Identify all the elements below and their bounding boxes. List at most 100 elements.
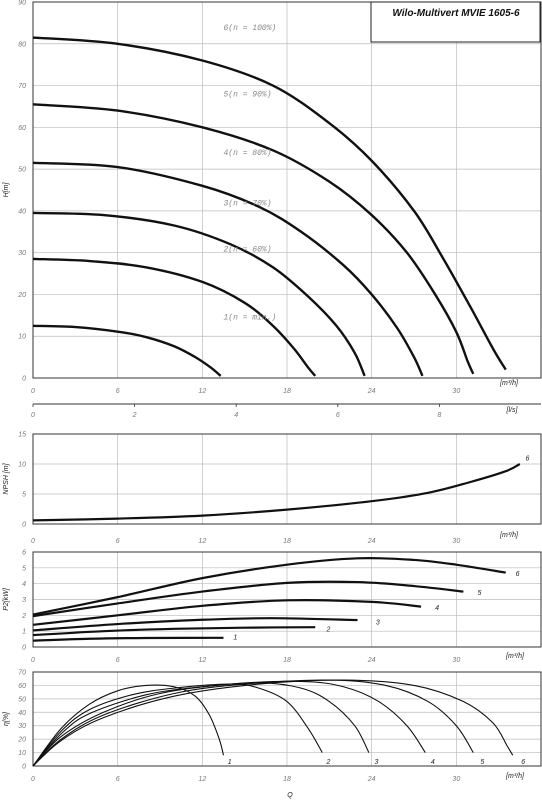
power-frame [32, 551, 542, 648]
efficiency-series-line-4 [32, 680, 426, 767]
efficiency-ytick-label: 60 [18, 683, 26, 690]
eff-xtick: 18 [283, 776, 291, 783]
npsh-unit-m3h: [m³/h] [499, 532, 519, 539]
power-series-line-6 [32, 556, 506, 616]
npsh-xtick: 30 [452, 538, 460, 545]
head-ytick-label: 10 [18, 334, 26, 341]
head-ytick-label: 50 [18, 167, 26, 174]
head-xtick-m3h: 18 [283, 388, 291, 395]
head-ylabel: H[m] [3, 182, 10, 198]
npsh-xtick: 12 [198, 538, 206, 545]
eff-curve-label-3: 3 [374, 759, 378, 766]
head-series-line-4 [32, 161, 424, 377]
head-frame [32, 1, 542, 379]
efficiency-series-line-1 [32, 684, 225, 767]
npsh-xtick: 24 [367, 538, 376, 545]
efficiency-ylabel: η[%] [3, 711, 10, 726]
head-ytick-label: 80 [18, 41, 26, 48]
head-ytick-label: 90 [18, 0, 26, 7]
flow-ls-unit: [l/s] [506, 407, 519, 414]
power-curve-label-5: 5 [478, 590, 482, 597]
eff-curve-label-4: 4 [431, 759, 435, 766]
efficiency-ytick-label: 10 [18, 750, 26, 757]
head-curve-label-1: 1(n = min.) [224, 313, 277, 322]
npsh-ytick-label: 15 [18, 432, 26, 439]
power-unit-m3h: [m³/h] [505, 653, 525, 660]
eff-xtick: 12 [198, 776, 206, 783]
head-ytick-label: 40 [18, 208, 26, 215]
power-series-line-5 [32, 580, 464, 618]
power-ytick-label: 6 [22, 550, 26, 557]
eff-curve-label-2: 2 [326, 759, 331, 766]
efficiency-frame [32, 671, 542, 767]
head-xtick-m3h: 6 [116, 388, 120, 395]
head-ytick-label: 30 [18, 250, 26, 257]
head-curve-label-3: 3(n = 70%) [224, 199, 272, 208]
chart-title: Wilo-Multivert MVIE 1605-6 [392, 8, 520, 19]
power-xtick: 0 [31, 657, 35, 664]
power-curve-label-1: 1 [233, 635, 237, 642]
npsh-ytick-label: 10 [18, 462, 26, 469]
flow-ls-tick-label: 6 [336, 412, 340, 419]
npsh-frame [32, 433, 542, 525]
eff-xtick: 6 [116, 776, 120, 783]
flow-ls-tick-label: 8 [437, 412, 441, 419]
power-series-line-2 [32, 626, 316, 637]
power-xtick: 12 [198, 657, 206, 664]
eff-curve-label-5: 5 [480, 759, 484, 766]
efficiency-ytick-label: 70 [18, 670, 26, 677]
head-series-line-2 [32, 257, 317, 377]
npsh-curve-label-6: 6 [525, 455, 529, 462]
power-ytick-label: 0 [22, 645, 26, 652]
head-series-line-1 [32, 324, 222, 377]
power-ytick-label: 5 [22, 565, 26, 572]
head-curve-label-2: 2(n = 60%) [224, 245, 272, 254]
flow-ls-tick-label: 4 [234, 412, 238, 419]
efficiency-ytick-label: 20 [17, 737, 26, 744]
power-curve-label-2: 2 [326, 627, 331, 634]
npsh-xtick: 18 [283, 538, 291, 545]
npsh-xtick: 0 [31, 538, 35, 545]
head-ytick-label: 60 [18, 125, 26, 132]
power-ytick-label: 1 [22, 629, 26, 636]
head-unit-m3h: [m³/h] [499, 380, 519, 387]
title-box [370, 1, 541, 43]
power-series-line-1 [32, 636, 224, 642]
power-curve-label-4: 4 [435, 605, 439, 612]
eff-xtick: 0 [31, 776, 35, 783]
head-xtick-m3h: 0 [31, 388, 35, 395]
eff-xtick: 24 [367, 776, 376, 783]
efficiency-ytick-label: 40 [18, 710, 26, 717]
eff-curve-label-1: 1 [228, 759, 232, 766]
efficiency-ytick-label: 50 [18, 696, 26, 703]
head-xtick-m3h: 30 [452, 388, 460, 395]
eff-xlabel-q: Q [287, 792, 293, 799]
head-series-line-5 [32, 103, 475, 375]
head-curve-label-6: 6(n = 100%) [224, 24, 277, 33]
efficiency-series-line-6 [32, 679, 514, 767]
head-curve-label-4: 4(n = 80%) [224, 149, 272, 158]
power-xtick: 24 [367, 657, 376, 664]
npsh-xtick: 6 [116, 538, 120, 545]
power-ytick-label: 2 [21, 613, 26, 620]
flow-ls-tick-label: 2 [132, 412, 137, 419]
efficiency-series-line-2 [32, 683, 323, 767]
efficiency-ytick-label: 0 [22, 764, 26, 771]
head-xtick-m3h: 24 [367, 388, 376, 395]
npsh-ytick-label: 5 [22, 492, 26, 499]
power-curve-label-3: 3 [376, 619, 380, 626]
npsh-ytick-label: 0 [22, 522, 26, 529]
power-series-line-4 [32, 599, 422, 626]
efficiency-ytick-label: 30 [18, 723, 26, 730]
power-series-line-3 [32, 617, 358, 632]
head-ytick-label: 20 [17, 292, 26, 299]
power-xtick: 30 [452, 657, 460, 664]
head-curve-label-5: 5(n = 90%) [224, 91, 272, 100]
power-xtick: 6 [116, 657, 120, 664]
npsh-ylabel: NPSH [m] [3, 462, 10, 494]
flow-ls-tick-label: 0 [31, 412, 35, 419]
head-ytick-label: 70 [18, 83, 26, 90]
power-ytick-label: 3 [22, 597, 26, 604]
eff-curve-label-6: 6 [521, 759, 525, 766]
